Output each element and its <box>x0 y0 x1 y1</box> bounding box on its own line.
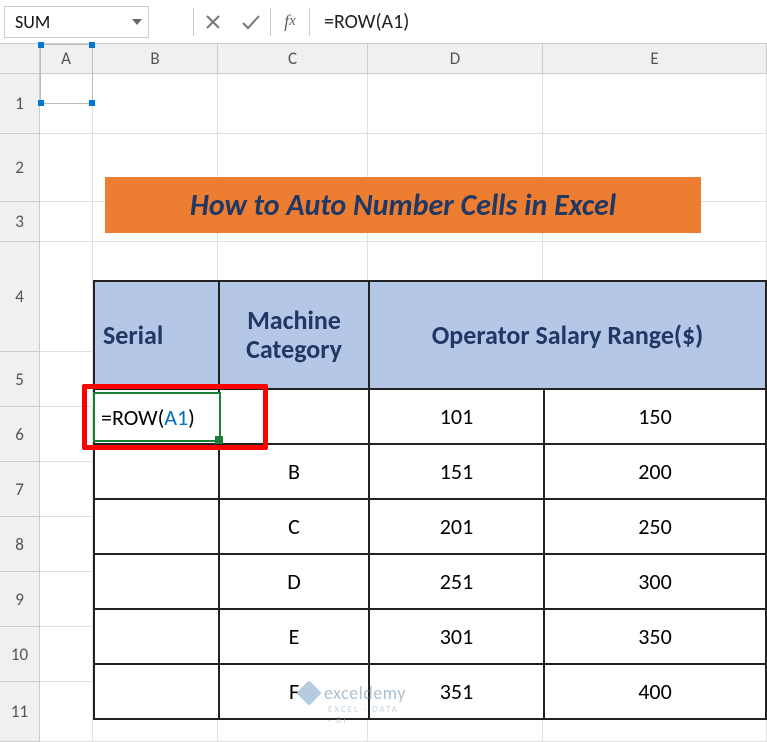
formula-input[interactable] <box>310 6 767 38</box>
enter-icon[interactable] <box>232 6 270 38</box>
row-header[interactable]: 9 <box>0 572 40 627</box>
cell[interactable] <box>218 74 368 134</box>
table-row: C 201 250 <box>93 500 767 555</box>
cell[interactable] <box>40 242 93 352</box>
table-cell[interactable]: 101 <box>368 390 543 445</box>
row-header[interactable]: 8 <box>0 517 40 572</box>
row-header[interactable]: 10 <box>0 627 40 682</box>
table-row: D 251 300 <box>93 555 767 610</box>
row-header[interactable]: 5 <box>0 352 40 407</box>
table-cell[interactable]: 201 <box>368 500 543 555</box>
table-header-serial: Serial <box>93 280 218 390</box>
table-cell[interactable] <box>93 610 218 665</box>
cell[interactable] <box>40 517 93 572</box>
table-cell[interactable]: 300 <box>543 555 767 610</box>
row-header[interactable]: 1 <box>0 74 40 134</box>
fx-icon[interactable]: fx <box>271 11 309 32</box>
spreadsheet: A B C D E 1 2 3 4 5 6 7 8 9 10 11 How to… <box>0 44 767 742</box>
table-cell[interactable] <box>93 445 218 500</box>
name-box-value: SUM <box>15 11 50 33</box>
cell[interactable] <box>40 572 93 627</box>
table-row: E 301 350 <box>93 610 767 665</box>
table-row: B 151 200 <box>93 445 767 500</box>
cell[interactable] <box>40 74 93 134</box>
column-header[interactable]: D <box>368 44 543 73</box>
chevron-down-icon[interactable] <box>132 19 142 25</box>
table-cell[interactable]: 151 <box>368 445 543 500</box>
column-header[interactable]: C <box>218 44 368 73</box>
select-all-corner[interactable] <box>0 44 40 73</box>
table-cell[interactable] <box>93 665 218 720</box>
cell[interactable] <box>40 627 93 682</box>
cell[interactable] <box>40 462 93 517</box>
row-header[interactable]: 3 <box>0 202 40 242</box>
table-cell[interactable]: 200 <box>543 445 767 500</box>
table-cell[interactable]: C <box>218 500 368 555</box>
column-header[interactable]: A <box>40 44 93 73</box>
table-cell[interactable] <box>93 555 218 610</box>
table-header-salary: Operator Salary Range($) <box>368 280 767 390</box>
table-header-machine: Machine Category <box>218 280 368 390</box>
table-row: F 351 400 <box>93 665 767 720</box>
column-header[interactable]: E <box>543 44 767 73</box>
column-header[interactable]: B <box>93 44 218 73</box>
table-cell[interactable]: E <box>218 610 368 665</box>
cell[interactable] <box>40 134 93 202</box>
cell[interactable] <box>543 74 767 134</box>
cell[interactable] <box>368 74 543 134</box>
logo-icon <box>296 680 321 705</box>
cell[interactable] <box>40 202 93 242</box>
formula-bar: SUM fx <box>0 0 767 44</box>
column-headers: A B C D E <box>0 44 767 74</box>
row-header[interactable]: 7 <box>0 462 40 517</box>
editing-cell[interactable]: =ROW(A1) <box>93 390 263 445</box>
data-table: Serial Machine Category Operator Salary … <box>93 280 767 720</box>
row-header[interactable]: 4 <box>0 242 40 352</box>
cell[interactable] <box>40 682 93 742</box>
page-title: How to Auto Number Cells in Excel <box>105 177 701 233</box>
row-header[interactable]: 11 <box>0 682 40 742</box>
name-box[interactable]: SUM <box>4 6 149 38</box>
table-cell[interactable] <box>93 500 218 555</box>
row-header[interactable]: 2 <box>0 134 40 202</box>
table-cell[interactable]: D <box>218 555 368 610</box>
table-cell[interactable]: B <box>218 445 368 500</box>
watermark: exceldemy EXCEL · DATA · BI <box>300 682 406 704</box>
highlight-box <box>82 384 268 450</box>
table-cell[interactable]: 251 <box>368 555 543 610</box>
table-cell[interactable]: 250 <box>543 500 767 555</box>
table-cell[interactable]: 350 <box>543 610 767 665</box>
table-cell[interactable]: 301 <box>368 610 543 665</box>
row-header[interactable]: 6 <box>0 407 40 462</box>
cell[interactable] <box>93 74 218 134</box>
cancel-icon[interactable] <box>194 6 232 38</box>
watermark-tag: EXCEL · DATA · BI <box>328 704 406 726</box>
table-cell[interactable]: 150 <box>543 390 767 445</box>
table-cell[interactable]: 400 <box>543 665 767 720</box>
watermark-brand: exceldemy <box>324 682 406 704</box>
